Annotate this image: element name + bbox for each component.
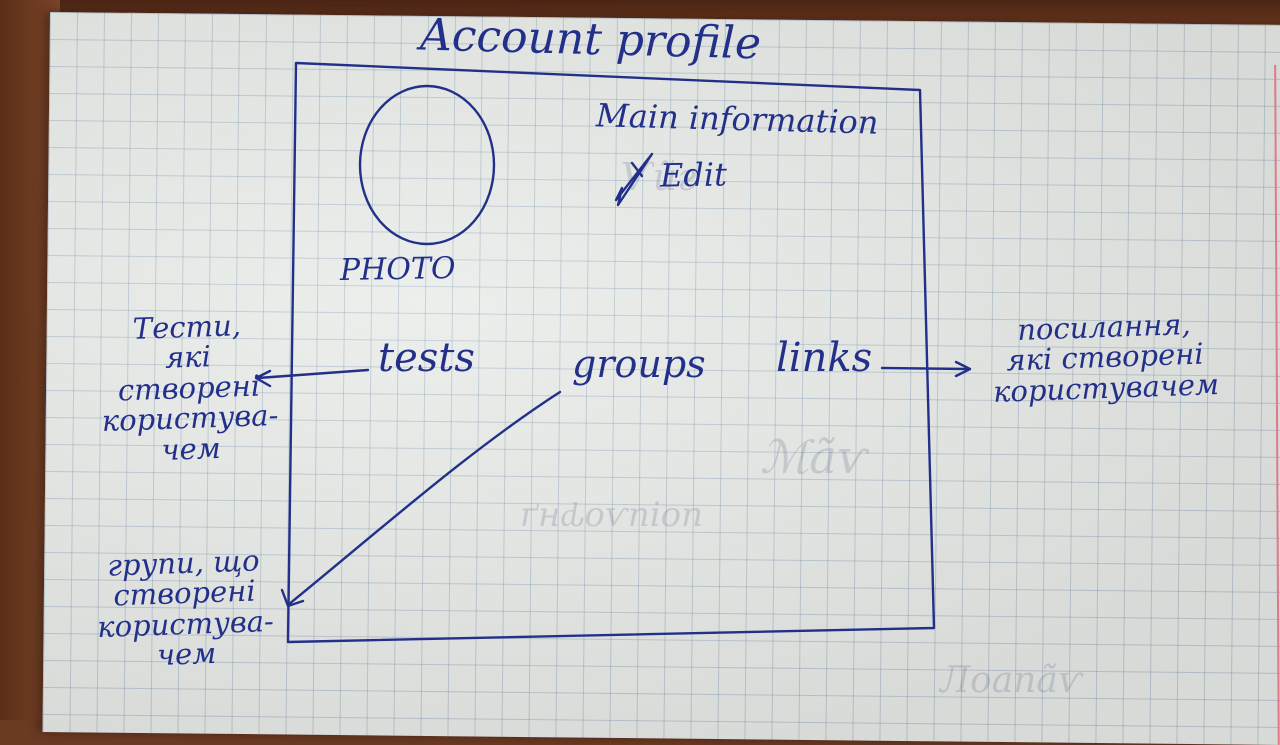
groups-annotation: групи, що створені користува- чем <box>96 543 275 673</box>
wireframe-drawing <box>254 61 972 644</box>
tab-links[interactable]: links <box>776 335 873 381</box>
page-title: Account profile <box>419 9 762 70</box>
edit-link[interactable]: Edit <box>659 155 728 195</box>
tab-tests[interactable]: tests <box>378 335 475 381</box>
profile-frame <box>286 61 936 644</box>
bleed-through-text: ℳа̃ѵ <box>760 430 868 484</box>
arrow-icon <box>280 390 562 608</box>
photo-label: PHOTO <box>339 250 456 289</box>
avatar-circle-icon[interactable] <box>358 84 496 246</box>
bleed-through-text: ґнԃоѵпіоп <box>520 495 703 535</box>
main-information-heading: Main information <box>595 96 879 142</box>
links-annotation: посилання, які створені користувачем <box>992 307 1220 409</box>
tests-annotation: Тести, які створені користува- чем <box>101 308 279 467</box>
arrow-icon <box>254 368 370 388</box>
bleed-through-text: Лоапа̃ѵ <box>940 660 1083 701</box>
tab-groups[interactable]: groups <box>572 342 706 386</box>
arrow-icon <box>880 360 972 378</box>
pencil-icon[interactable] <box>614 152 654 207</box>
